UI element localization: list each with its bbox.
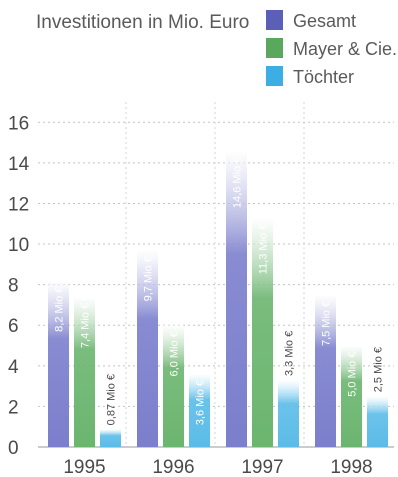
x-tick-label: 1996 bbox=[152, 457, 194, 477]
bar-1998-1 bbox=[315, 294, 336, 447]
y-tick-label: 12 bbox=[8, 194, 29, 215]
bar-data-label: 2,5 Mio € bbox=[373, 347, 385, 392]
bar-data-label: 9,7 Mio € bbox=[143, 256, 155, 301]
bar-1998-3 bbox=[367, 396, 388, 447]
bar-1997-1 bbox=[226, 150, 247, 448]
bar-data-label: 0,87 Mio € bbox=[106, 374, 118, 425]
y-tick-label: 4 bbox=[8, 357, 19, 378]
bar-data-label: 3,6 Mio € bbox=[195, 380, 207, 425]
y-axis: 0 2 4 6 8 10 12 14 16 bbox=[8, 113, 30, 459]
y-tick-label: 0 bbox=[8, 438, 19, 459]
bar-1995-1 bbox=[48, 280, 69, 447]
x-tick-label: 1997 bbox=[241, 457, 283, 477]
bar-data-label: 11,3 Mio € bbox=[258, 224, 270, 275]
bar-1996-2 bbox=[163, 325, 184, 447]
bar-data-label: 14,6 Mio € bbox=[232, 157, 244, 208]
y-tick-label: 6 bbox=[8, 316, 19, 337]
legend-swatch bbox=[266, 38, 283, 58]
bar-data-label: 6,0 Mio € bbox=[169, 331, 181, 376]
bar-data-label: 7,4 Mio € bbox=[80, 303, 92, 348]
bar-1995-2 bbox=[74, 296, 95, 447]
bar-1997-3 bbox=[278, 380, 299, 447]
bar-data-label: 3,3 Mio € bbox=[284, 331, 296, 376]
x-axis: 1995 1996 1997 1998 bbox=[63, 457, 372, 477]
bar-1997-2 bbox=[252, 217, 273, 447]
bar-1998-2 bbox=[341, 345, 362, 447]
legend-label: Töchter bbox=[293, 67, 354, 87]
x-tick-label: 1998 bbox=[330, 457, 372, 477]
y-tick-label: 8 bbox=[8, 276, 19, 297]
y-tick-label: 16 bbox=[8, 113, 29, 134]
legend-label: Mayer & Cie. bbox=[293, 39, 397, 59]
chart-title: Investitionen in Mio. Euro bbox=[36, 12, 249, 33]
legend-label: Gesamt bbox=[293, 11, 356, 31]
y-tick-label: 14 bbox=[8, 154, 30, 175]
bar-1996-1 bbox=[137, 250, 158, 447]
bars: 8,2 Mio € 7,4 Mio € 0,87 Mio € 9,7 Mio € 6,0… bbox=[48, 150, 388, 448]
bar-data-label: 5,0 Mio € bbox=[347, 352, 359, 397]
bar-data-label: 8,2 Mio € bbox=[54, 287, 66, 332]
bar-1995-3 bbox=[100, 429, 121, 447]
bar-data-label: 7,5 Mio € bbox=[321, 301, 333, 346]
legend-swatch bbox=[266, 66, 283, 86]
y-tick-label: 10 bbox=[8, 235, 29, 256]
x-tick-label: 1995 bbox=[63, 457, 105, 477]
legend: Gesamt Mayer & Cie. Töchter bbox=[266, 10, 397, 87]
legend-swatch bbox=[266, 10, 283, 30]
y-tick-label: 2 bbox=[8, 397, 19, 418]
bar-1996-3 bbox=[189, 373, 210, 447]
